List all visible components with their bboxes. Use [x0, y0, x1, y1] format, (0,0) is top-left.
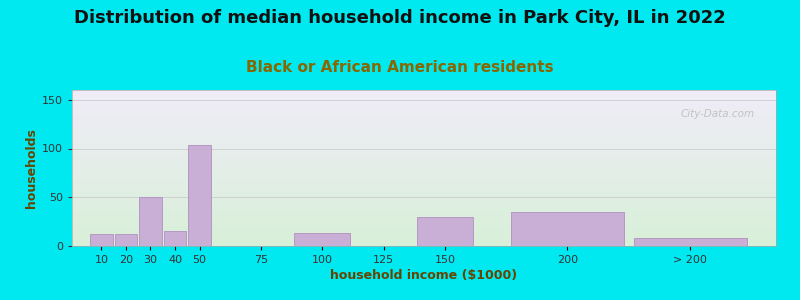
Bar — [188, 145, 211, 246]
Bar — [90, 234, 113, 246]
Bar — [511, 212, 624, 246]
Bar — [417, 217, 473, 246]
Text: City-Data.com: City-Data.com — [681, 109, 755, 119]
Text: Black or African American residents: Black or African American residents — [246, 60, 554, 75]
Bar — [164, 231, 186, 246]
Bar — [634, 238, 746, 246]
Bar — [139, 197, 162, 246]
Bar — [294, 233, 350, 246]
Bar — [114, 234, 138, 246]
X-axis label: household income ($1000): household income ($1000) — [330, 269, 518, 282]
Y-axis label: households: households — [25, 128, 38, 208]
Text: Distribution of median household income in Park City, IL in 2022: Distribution of median household income … — [74, 9, 726, 27]
